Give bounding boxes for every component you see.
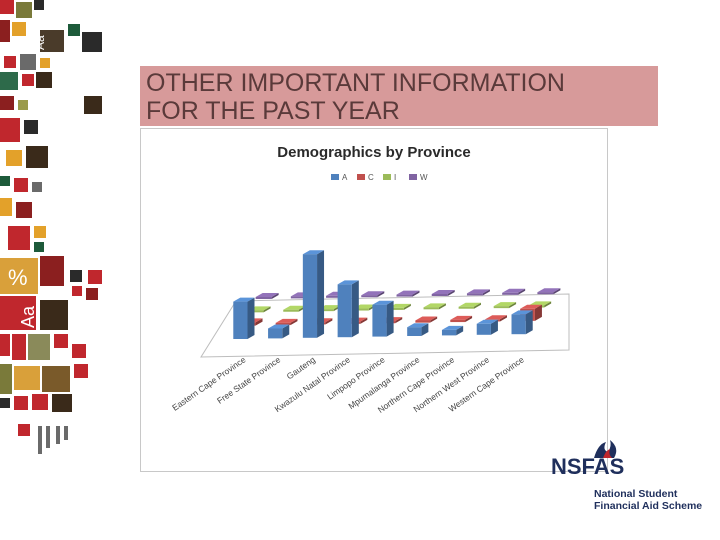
deco-text-percent: % [8, 265, 28, 290]
bar-I-6 [458, 302, 482, 309]
legend-swatch-I [383, 174, 391, 180]
legend-swatch-C [357, 174, 365, 180]
bar-A-2 [302, 250, 325, 338]
legend-swatch-A [331, 174, 339, 180]
bar-A-6 [441, 325, 464, 336]
bar-I-4 [388, 303, 411, 310]
chart-container: Demographics by Province A C I W Eastern Ca… [140, 128, 608, 472]
logo-flame-icon [594, 440, 617, 458]
slide-title-line-1: OTHER IMPORTANT INFORMATION [146, 69, 565, 97]
bar-I-7 [493, 302, 517, 309]
bar-A-7 [476, 319, 498, 335]
bar-I-5 [423, 303, 446, 310]
legend-label-I: I [394, 173, 396, 182]
legend-label-C: C [368, 173, 374, 182]
bar-A-4 [372, 300, 394, 337]
mosaic-tiles [0, 0, 102, 454]
chart-bars [233, 250, 561, 339]
bar-C-6 [450, 315, 473, 323]
bar-W-3 [361, 291, 385, 298]
bar-A-3 [337, 280, 359, 338]
legend-label-W: W [420, 173, 428, 182]
logo-brand-text: NSFAS [551, 454, 625, 479]
logo-tagline-2: Financial Aid Scheme [594, 500, 703, 512]
bar-A-8 [511, 310, 533, 335]
chart-canvas: Demographics by Province A C I W Eastern Ca… [170, 144, 570, 415]
bar-C-1 [275, 318, 298, 326]
category-label-1: Free State Province [215, 354, 282, 405]
slide-title-banner: OTHER IMPORTANT INFORMATION FOR THE PAST… [140, 66, 658, 126]
chart-title: Demographics by Province [277, 144, 470, 161]
bar-W-6 [466, 289, 490, 296]
deco-text-aa-bottom: Aa [18, 305, 38, 328]
legend-swatch-W [409, 174, 417, 180]
bar-C-5 [415, 316, 438, 323]
decorative-mosaic: Aa % Aa [0, 0, 102, 454]
bar-A-0 [233, 297, 255, 339]
category-label-4: Limpopo Province [325, 354, 387, 401]
bar-W-5 [431, 290, 455, 296]
logo-tagline-1: National Student [594, 488, 678, 500]
bar-W-4 [396, 290, 420, 297]
bar-W-8 [537, 288, 561, 295]
deco-text-aa-top: Aa [33, 35, 47, 50]
bar-A-5 [407, 323, 429, 336]
bar-W-7 [502, 288, 526, 295]
bar-W-0 [255, 293, 279, 299]
slide-title-line-2: FOR THE PAST YEAR [146, 97, 400, 125]
nsfas-logo: NSFAS National Student Financial Aid Sch… [548, 440, 718, 520]
bar-A-1 [268, 324, 290, 339]
legend-label-A: A [342, 173, 348, 182]
